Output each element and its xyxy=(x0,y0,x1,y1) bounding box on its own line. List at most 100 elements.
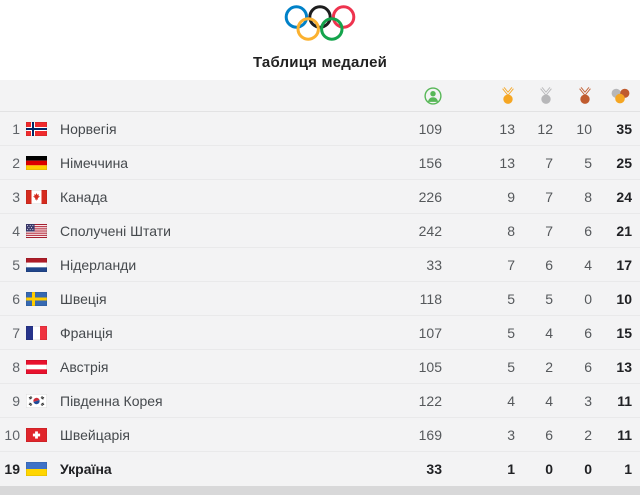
bronze-count-cell: 4 xyxy=(584,256,592,273)
bronze-count-cell: 3 xyxy=(584,392,592,409)
athletes-count-cell: 169 xyxy=(418,426,442,443)
silver-count-cell: 0 xyxy=(545,461,553,477)
total-count-cell: 24 xyxy=(616,188,632,205)
olympic-rings-icon xyxy=(284,5,356,41)
athletes-count-cell: 242 xyxy=(418,222,442,239)
bronze-count-cell: 6 xyxy=(584,222,592,239)
country-name: Франція xyxy=(60,324,113,341)
flag-no-icon xyxy=(26,121,47,136)
table-row[interactable]: 7 Франція 107 5 4 6 15 xyxy=(0,316,640,350)
total-medals-icon xyxy=(611,88,630,103)
country-name: Норвегія xyxy=(60,120,117,137)
gold-count-cell: 1 xyxy=(507,461,515,477)
gold-count-cell: 3 xyxy=(507,426,515,443)
rank-cell: 2 xyxy=(12,154,20,171)
athletes-column-header xyxy=(372,86,442,105)
gold-count-cell: 8 xyxy=(507,222,515,239)
country-name: Південна Корея xyxy=(60,392,163,409)
rank-cell: 10 xyxy=(4,426,20,443)
total-count-cell: 17 xyxy=(616,256,632,273)
bronze-column-header xyxy=(553,86,592,105)
silver-count-cell: 7 xyxy=(545,154,553,171)
flag-nl-icon xyxy=(26,257,47,272)
bronze-count-cell: 6 xyxy=(584,324,592,341)
gold-count-cell: 13 xyxy=(499,120,515,137)
rank-cell: 19 xyxy=(4,461,20,477)
table-row[interactable]: 9 Південна Корея 122 4 4 3 11 xyxy=(0,384,640,418)
bronze-count-cell: 8 xyxy=(584,188,592,205)
total-count-cell: 10 xyxy=(616,290,632,307)
table-row[interactable]: 4 Сполучені Штати 242 8 7 6 21 xyxy=(0,214,640,248)
flag-se-icon xyxy=(26,291,47,306)
total-column-header xyxy=(592,88,632,104)
gold-count-cell: 5 xyxy=(507,290,515,307)
athletes-count-cell: 122 xyxy=(418,392,442,409)
bronze-medal-icon xyxy=(579,86,591,104)
silver-count-cell: 5 xyxy=(545,290,553,307)
gold-column-header xyxy=(442,86,515,105)
table-header-row xyxy=(0,80,640,112)
athletes-count-cell: 33 xyxy=(426,256,442,273)
table-row[interactable]: 3 Канада 226 9 7 8 24 xyxy=(0,180,640,214)
rank-cell: 9 xyxy=(12,392,20,409)
page-title: Таблиця медалей xyxy=(252,54,388,71)
athletes-count-cell: 118 xyxy=(419,290,442,307)
athletes-count-cell: 105 xyxy=(418,358,442,375)
bottom-strip xyxy=(0,486,640,495)
silver-medal-icon xyxy=(540,86,552,104)
table-row[interactable]: 2 Німеччина 156 13 7 5 25 xyxy=(0,146,640,180)
rank-cell: 4 xyxy=(12,222,20,239)
rank-cell: 7 xyxy=(12,324,20,341)
country-name: Сполучені Штати xyxy=(60,222,171,239)
table-row[interactable]: 10 Швейцарія 169 3 6 2 11 xyxy=(0,418,640,452)
athletes-count-cell: 107 xyxy=(418,324,442,341)
flag-us-icon xyxy=(26,223,47,238)
gold-count-cell: 7 xyxy=(507,256,515,273)
table-row[interactable]: 5 Нідерланди 33 7 6 4 17 xyxy=(0,248,640,282)
silver-column-header xyxy=(515,86,553,105)
olympic-rings-logo xyxy=(0,0,640,43)
gold-medal-icon xyxy=(502,86,514,104)
silver-count-cell: 2 xyxy=(545,358,553,375)
country-name: Швейцарія xyxy=(60,426,130,443)
silver-count-cell: 7 xyxy=(545,222,553,239)
athletes-count-cell: 109 xyxy=(418,120,442,137)
gold-count-cell: 4 xyxy=(507,392,515,409)
country-name: Австрія xyxy=(60,358,109,375)
flag-de-icon xyxy=(26,155,47,170)
total-count-cell: 11 xyxy=(617,392,632,409)
bronze-count-cell: 0 xyxy=(584,461,592,477)
rank-cell: 3 xyxy=(12,188,20,205)
table-row[interactable]: 6 Швеція 118 5 5 0 10 xyxy=(0,282,640,316)
table-row[interactable]: 8 Австрія 105 5 2 6 13 xyxy=(0,350,640,384)
table-row[interactable]: 1 Норвегія 109 13 12 10 35 xyxy=(0,112,640,146)
gold-count-cell: 5 xyxy=(507,324,515,341)
bronze-count-cell: 10 xyxy=(576,120,592,137)
rank-cell: 1 xyxy=(12,120,20,137)
rank-cell: 5 xyxy=(12,256,20,273)
bronze-count-cell: 5 xyxy=(584,154,592,171)
flag-at-icon xyxy=(26,359,47,374)
gold-count-cell: 13 xyxy=(499,154,515,171)
silver-count-cell: 12 xyxy=(537,120,553,137)
athletes-count-cell: 156 xyxy=(418,154,442,171)
bronze-count-cell: 2 xyxy=(584,426,592,443)
table-body: 1 Норвегія 109 13 12 10 35 2 Німеччина 156 13 7 5 25 3… xyxy=(0,112,640,486)
country-name: Німеччина xyxy=(60,154,129,171)
flag-ch-icon xyxy=(26,427,47,442)
total-count-cell: 1 xyxy=(624,461,632,477)
rank-cell: 8 xyxy=(12,358,20,375)
athletes-count-cell: 226 xyxy=(418,188,442,205)
total-count-cell: 21 xyxy=(616,222,632,239)
medal-table: 1 Норвегія 109 13 12 10 35 2 Німеччина 156 13 7 5 25 3… xyxy=(0,80,640,486)
gold-count-cell: 5 xyxy=(507,358,515,375)
table-row[interactable]: 19 Україна 33 1 0 0 1 xyxy=(0,452,640,486)
country-name: Україна xyxy=(60,461,112,477)
athletes-count-cell: 33 xyxy=(426,461,442,477)
flag-ua-icon xyxy=(26,462,47,476)
bronze-count-cell: 6 xyxy=(584,358,592,375)
country-name: Канада xyxy=(60,188,108,205)
bronze-count-cell: 0 xyxy=(584,290,592,307)
athletes-icon xyxy=(424,86,442,105)
